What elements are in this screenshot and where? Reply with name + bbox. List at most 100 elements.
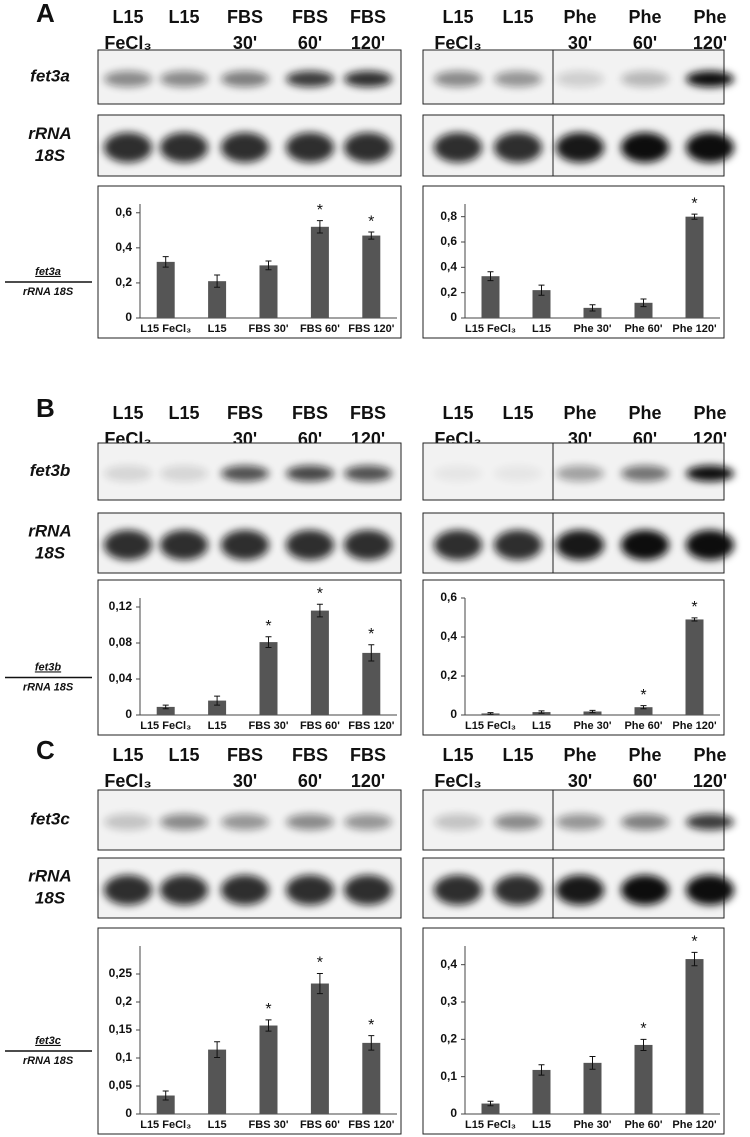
error-bar: [589, 709, 596, 714]
x-tick-label: L15 FeCl₃: [140, 1119, 191, 1131]
blot-band: [286, 875, 334, 905]
error-bar: [316, 972, 323, 995]
chart-box: [422, 927, 725, 1135]
bar: [634, 302, 653, 318]
significance: *: [265, 1001, 271, 1018]
lane-header: L15: [442, 745, 473, 765]
x-tick-label: Phe 30': [573, 720, 611, 732]
error-bar: [214, 274, 221, 288]
blot-band: [686, 814, 734, 830]
lane-header: FBS: [292, 403, 328, 423]
x-tick-label: FBS 60': [300, 720, 340, 732]
y-tick-label: 0,4: [440, 629, 457, 643]
error-bar: [691, 951, 698, 967]
blot-band: [621, 814, 669, 830]
y-tick-label: 0,15: [109, 1022, 133, 1036]
bar: [156, 1095, 175, 1114]
blot-band: [104, 530, 152, 560]
x-tick-label: FBS 120': [348, 323, 394, 335]
y-tick-label: 0,6: [440, 234, 457, 248]
error-bar: [162, 1090, 169, 1101]
y-tick-label: 0,4: [115, 240, 132, 254]
x-tick-label: Phe 30': [573, 1119, 611, 1131]
lane-header: L15: [112, 403, 143, 423]
reference-label: rRNA: [28, 124, 71, 143]
y-tick-label: 0,2: [440, 1032, 457, 1046]
lane-header: FeCl₃: [434, 771, 481, 791]
bar: [259, 1025, 278, 1114]
x-tick-label: Phe 60': [624, 323, 662, 335]
error-bar: [589, 1056, 596, 1070]
error-bar: [640, 1038, 647, 1052]
chart-box: [422, 579, 725, 736]
lane-header: FBS: [227, 7, 263, 27]
bar: [208, 700, 227, 715]
error-bar: [691, 617, 698, 622]
significance: *: [691, 934, 697, 951]
y-tick-label: 0,08: [109, 635, 133, 649]
reference-label: rRNA: [28, 521, 71, 540]
y-tick-label: 0: [450, 310, 457, 324]
ratio-bottom: rRNA 18S: [23, 286, 74, 298]
blot-band: [686, 132, 734, 163]
lane-header: Phe: [693, 745, 726, 765]
bar: [362, 652, 381, 715]
x-tick-label: FBS 30': [249, 720, 289, 732]
lane-header: FeCl₃: [104, 771, 151, 791]
x-tick-label: FBS 120': [348, 1119, 394, 1131]
bar: [685, 959, 704, 1114]
lane-header: FBS: [292, 745, 328, 765]
lane-header: Phe: [693, 403, 726, 423]
error-bar: [640, 705, 647, 710]
blot-band: [104, 132, 152, 163]
bar: [208, 1049, 227, 1114]
lane-header: FBS: [292, 7, 328, 27]
error-bar: [538, 284, 545, 296]
x-tick-label: L15: [532, 323, 551, 335]
y-tick-label: 0: [125, 310, 132, 324]
blot-band: [434, 875, 482, 905]
chart-box: [422, 185, 725, 339]
lane-header: FBS: [350, 7, 386, 27]
significance: *: [368, 213, 374, 230]
bar: [156, 706, 175, 715]
y-tick-label: 0,2: [440, 285, 457, 299]
ratio-bottom: rRNA 18S: [23, 1055, 74, 1067]
chart-box: [97, 185, 402, 339]
significance: *: [317, 955, 323, 972]
y-tick-label: 0,8: [440, 209, 457, 223]
blot-band: [104, 71, 152, 87]
error-bar: [316, 220, 323, 234]
lane-header: L15: [502, 7, 533, 27]
blot-band: [286, 132, 334, 163]
bar: [310, 610, 329, 715]
y-tick-label: 0,05: [109, 1078, 133, 1092]
significance: *: [265, 618, 271, 635]
bar: [583, 711, 602, 715]
error-bar: [265, 636, 272, 648]
y-tick-label: 0,2: [115, 275, 132, 289]
panel-letter: A: [36, 0, 55, 28]
blot-band: [286, 814, 334, 830]
error-bar: [538, 710, 545, 714]
lane-header: Phe: [628, 7, 661, 27]
blot-band: [221, 530, 269, 560]
y-tick-label: 0,25: [109, 966, 133, 980]
bar: [156, 261, 175, 318]
y-tick-label: 0,3: [440, 994, 457, 1008]
error-bar: [589, 304, 596, 312]
error-bar: [487, 712, 494, 715]
ratio-bottom: rRNA 18S: [23, 681, 74, 693]
bar: [208, 281, 227, 318]
blot-band: [686, 71, 734, 87]
error-bar: [691, 213, 698, 220]
y-tick-label: 0: [450, 707, 457, 721]
x-tick-label: FBS 60': [300, 1119, 340, 1131]
ratio-top: fet3c: [35, 1035, 61, 1047]
bar: [259, 642, 278, 715]
blot-band: [221, 875, 269, 905]
x-tick-label: Phe 30': [573, 323, 611, 335]
y-tick-label: 0,1: [115, 1050, 132, 1064]
blot-band: [160, 71, 208, 87]
significance: *: [368, 1017, 374, 1034]
